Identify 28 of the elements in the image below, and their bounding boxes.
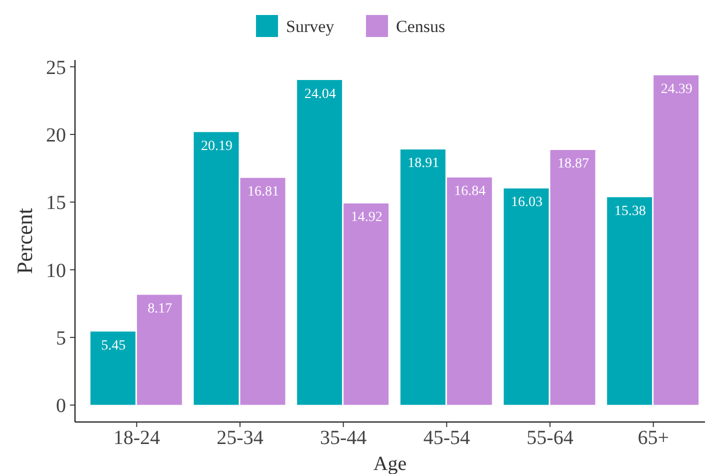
y-tick-label: 5 [56, 327, 66, 350]
data-label: 16.03 [511, 195, 542, 210]
y-tick-label: 25 [46, 56, 66, 79]
y-tick-label: 10 [46, 260, 66, 282]
data-label: 18.91 [408, 156, 440, 172]
y-axis-title: Percent [12, 208, 37, 274]
data-label: 18.87 [558, 156, 589, 172]
data-label: 16.84 [454, 184, 486, 200]
x-tick-label: 45-54 [423, 427, 470, 449]
y-tick-label: 0 [56, 395, 66, 418]
x-tick-label: 18-24 [113, 427, 160, 449]
x-tick-label: 65+ [638, 427, 669, 449]
x-tick-label: 25-34 [216, 427, 264, 449]
data-label: 8.17 [148, 302, 172, 317]
data-label: 15.38 [614, 204, 646, 219]
x-tick-label: 35-44 [320, 427, 367, 449]
legend-label: Survey [286, 16, 335, 36]
data-label: 20.19 [201, 138, 232, 154]
data-label: 24.04 [304, 86, 336, 102]
data-label: 5.45 [101, 338, 126, 354]
x-axis-title: Age [373, 453, 407, 474]
y-tick-label: 20 [46, 124, 66, 146]
x-tick-label: 55-64 [526, 427, 574, 449]
data-label: 24.39 [660, 82, 692, 98]
y-tick-label: 15 [46, 192, 66, 214]
data-label: 16.81 [248, 184, 279, 200]
legend-label: Census [396, 16, 446, 36]
data-label: 14.92 [350, 210, 382, 226]
